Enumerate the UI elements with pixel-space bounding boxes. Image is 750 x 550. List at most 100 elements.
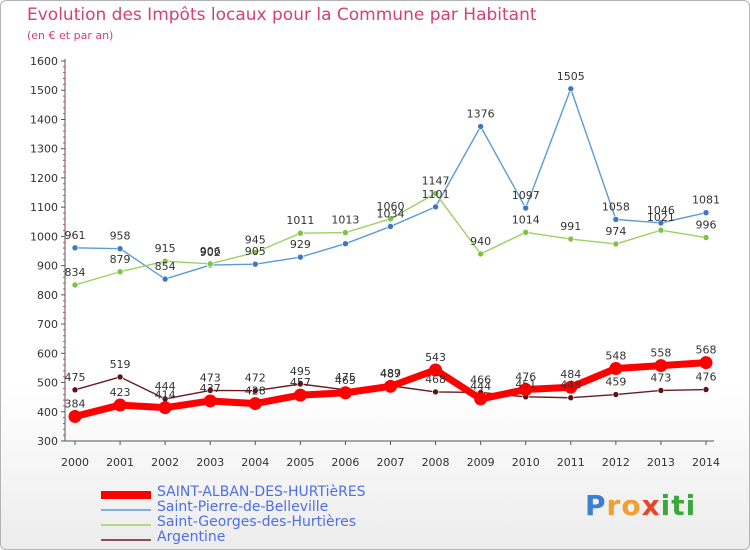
- point-saint-pierre-de-belleville-2011: [567, 85, 575, 93]
- data-label-saint-georges-des-hurti-res-2011: 991: [560, 220, 581, 233]
- data-label-argentine-2009: 466: [470, 373, 491, 386]
- x-tick-label-2000: 2000: [61, 456, 89, 469]
- data-label-argentine-2003: 473: [200, 371, 221, 384]
- point-argentine-2013: [657, 387, 665, 394]
- point-saint-georges-des-hurti-res-2014: [702, 234, 710, 241]
- legend: SAINT-ALBAN-DES-HURTièRES Saint-Pierre-d…: [101, 485, 501, 545]
- x-tick-label-2001: 2001: [106, 456, 134, 469]
- data-label-saint-pierre-de-belleville-2007: 1034: [377, 207, 405, 220]
- x-tick-label-2008: 2008: [422, 456, 450, 469]
- data-label-saint-georges-des-hurti-res-2012: 974: [605, 225, 626, 238]
- point-saint-pierre-de-belleville-2005: [297, 253, 304, 261]
- y-tick-label-600: 600: [37, 347, 58, 360]
- point-saint-alban-des-hurti-res-2014: [699, 356, 713, 370]
- point-saint-georges-des-hurti-res-2007: [387, 215, 394, 223]
- logo-letter-i2: i: [685, 489, 697, 522]
- point-saint-georges-des-hurti-res-2008: [432, 190, 439, 197]
- legend-item-argentine: Argentine: [101, 530, 501, 545]
- point-argentine-2008: [432, 388, 439, 396]
- point-saint-pierre-de-belleville-2007: [387, 223, 394, 230]
- logo-letter-p: P: [585, 489, 607, 522]
- point-saint-pierre-de-belleville-2009: [477, 123, 484, 130]
- y-tick-label-1500: 1500: [30, 84, 58, 97]
- y-tick-label-500: 500: [37, 377, 58, 390]
- data-label-saint-georges-des-hurti-res-2006: 1013: [331, 214, 359, 227]
- point-saint-georges-des-hurti-res-2005: [297, 229, 304, 237]
- y-tick-label-800: 800: [37, 289, 58, 302]
- point-argentine-2000: [71, 386, 79, 394]
- x-tick-label-2002: 2002: [151, 456, 179, 469]
- point-saint-pierre-de-belleville-2002: [161, 275, 169, 283]
- point-saint-pierre-de-belleville-2004: [251, 260, 259, 268]
- point-saint-alban-des-hurti-res-2000: [68, 409, 82, 423]
- data-label-saint-pierre-de-belleville-2000: 961: [65, 229, 86, 242]
- point-argentine-2004: [251, 387, 259, 395]
- data-label-saint-pierre-de-belleville-2004: 905: [245, 245, 266, 258]
- data-label-saint-pierre-de-belleville-2002: 854: [155, 260, 176, 273]
- point-argentine-2011: [567, 394, 575, 402]
- x-tick-label-2004: 2004: [241, 456, 269, 469]
- point-saint-alban-des-hurti-res-2002: [158, 401, 172, 415]
- point-saint-alban-des-hurti-res-2003: [203, 394, 217, 408]
- data-label-saint-georges-des-hurti-res-2009: 940: [470, 235, 491, 248]
- data-label-saint-alban-des-hurti-res-2000: 384: [65, 397, 86, 410]
- data-label-saint-alban-des-hurti-res-2013: 558: [650, 347, 671, 360]
- x-tick-label-2011: 2011: [557, 456, 585, 469]
- point-saint-alban-des-hurti-res-2012: [609, 362, 623, 376]
- data-label-argentine-2014: 476: [696, 371, 717, 384]
- data-label-saint-pierre-de-belleville-2014: 1081: [692, 194, 720, 207]
- data-label-saint-pierre-de-belleville-2005: 929: [290, 238, 311, 251]
- point-saint-alban-des-hurti-res-2010: [519, 383, 533, 397]
- point-saint-pierre-de-belleville-2012: [612, 216, 620, 223]
- point-saint-alban-des-hurti-res-2006: [338, 386, 352, 400]
- y-tick-label-900: 900: [37, 260, 58, 273]
- point-saint-pierre-de-belleville-2008: [432, 203, 439, 211]
- point-saint-georges-des-hurti-res-2001: [116, 268, 124, 276]
- x-tick-label-2012: 2012: [602, 456, 630, 469]
- data-label-saint-pierre-de-belleville-2010: 1097: [512, 189, 540, 202]
- data-label-saint-alban-des-hurti-res-2001: 423: [110, 386, 131, 399]
- x-tick-label-2010: 2010: [512, 456, 540, 469]
- data-label-saint-alban-des-hurti-res-2014: 568: [696, 344, 717, 357]
- point-saint-georges-des-hurti-res-2009: [477, 250, 484, 258]
- data-label-saint-georges-des-hurti-res-2008: 1147: [422, 174, 450, 187]
- y-tick-label-1000: 1000: [30, 230, 58, 243]
- point-argentine-2005: [297, 380, 304, 388]
- data-label-saint-pierre-de-belleville-2012: 1058: [602, 200, 630, 213]
- x-tick-label-2007: 2007: [377, 456, 405, 469]
- legend-label-saint-alban: SAINT-ALBAN-DES-HURTièRES: [157, 484, 366, 500]
- logo-letter-x: x: [641, 489, 661, 522]
- data-label-argentine-2012: 459: [605, 376, 626, 389]
- y-tick-label-400: 400: [37, 406, 58, 419]
- data-label-argentine-2005: 495: [290, 365, 311, 378]
- legend-item-saint-pierre: Saint-Pierre-de-Belleville: [101, 500, 501, 515]
- point-saint-alban-des-hurti-res-2001: [113, 398, 127, 412]
- legend-label-argentine: Argentine: [157, 529, 226, 545]
- x-tick-label-2009: 2009: [467, 456, 495, 469]
- point-argentine-2012: [612, 391, 620, 398]
- data-label-saint-georges-des-hurti-res-2014: 996: [696, 219, 717, 232]
- data-label-saint-georges-des-hurti-res-2013: 1021: [647, 211, 675, 224]
- data-label-saint-alban-des-hurti-res-2011: 484: [560, 368, 581, 381]
- point-saint-pierre-de-belleville-2014: [702, 209, 710, 217]
- legend-swatch-saint-alban: [101, 491, 151, 499]
- data-label-argentine-2002: 444: [155, 380, 176, 393]
- data-label-saint-georges-des-hurti-res-2003: 906: [200, 245, 221, 258]
- data-label-saint-alban-des-hurti-res-2002: 414: [155, 389, 176, 402]
- data-label-argentine-2004: 472: [245, 372, 266, 385]
- y-tick-label-1600: 1600: [30, 55, 58, 68]
- point-argentine-2001: [116, 373, 124, 381]
- point-saint-alban-des-hurti-res-2007: [384, 379, 397, 393]
- data-label-saint-alban-des-hurti-res-2003: 437: [200, 382, 221, 395]
- point-saint-pierre-de-belleville-2010: [522, 204, 530, 212]
- point-saint-pierre-de-belleville-2001: [116, 245, 124, 252]
- data-label-saint-georges-des-hurti-res-2001: 879: [110, 253, 131, 266]
- x-tick-label-2003: 2003: [196, 456, 224, 469]
- legend-item-saint-georges: Saint-Georges-des-Hurtières: [101, 515, 501, 530]
- point-saint-georges-des-hurti-res-2002: [161, 257, 169, 265]
- point-saint-alban-des-hurti-res-2013: [654, 359, 668, 373]
- point-saint-georges-des-hurti-res-2000: [71, 281, 79, 289]
- data-label-saint-pierre-de-belleville-2011: 1505: [557, 70, 585, 83]
- legend-label-saint-pierre: Saint-Pierre-de-Belleville: [157, 499, 329, 515]
